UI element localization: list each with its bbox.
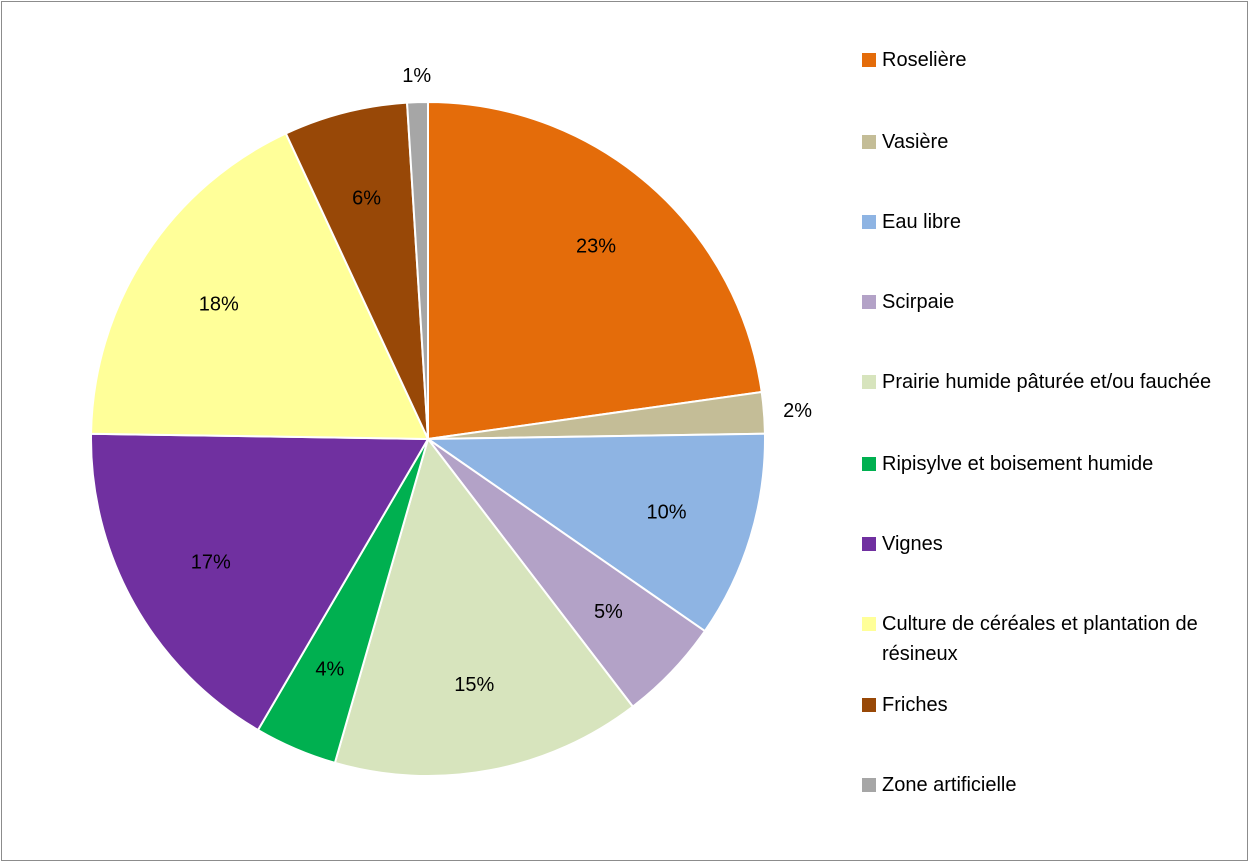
data-label-6: 17%	[191, 551, 231, 573]
legend-swatch-zone-artificielle	[862, 778, 876, 792]
legend-swatch-ripisylve	[862, 457, 876, 471]
data-label-4: 15%	[454, 674, 494, 696]
legend-swatch-culture-cereales	[862, 617, 876, 631]
data-label-8: 6%	[352, 187, 381, 209]
legend-label-ripisylve: Ripisylve et boisement humide	[882, 453, 1154, 475]
data-label-7: 18%	[199, 293, 239, 315]
legend-swatch-friches	[862, 698, 876, 712]
legend-swatch-eau-libre	[862, 215, 876, 229]
pie-slice-9	[405, 100, 429, 440]
legend-label-roseliere: Roselière	[882, 49, 967, 71]
legend-label-friches: Friches	[882, 694, 948, 716]
pie-slice-7	[90, 132, 430, 441]
legend-swatch-prairie-humide	[862, 375, 876, 389]
pie-slice-2	[424, 432, 766, 633]
legend-label-prairie-humide: Prairie humide pâturée et/ou fauchée	[882, 371, 1212, 393]
legend-swatch-scirpaie	[862, 295, 876, 309]
pie-slice-8	[284, 101, 429, 440]
legend-label-scirpaie: Scirpaie	[882, 291, 955, 313]
legend-swatch-roseliere	[862, 53, 876, 67]
pie-slice-0	[427, 100, 763, 441]
data-label-1: 2%	[783, 400, 812, 422]
pie-slice-6	[90, 432, 430, 732]
data-label-2: 10%	[647, 502, 687, 524]
data-label-0: 23%	[576, 236, 616, 258]
legend-label-zone-artificielle: Zone artificielle	[882, 774, 1017, 796]
legend-label-vignes: Vignes	[882, 533, 943, 555]
legend-label-eau-libre: Eau libre	[882, 211, 961, 233]
data-label-3: 5%	[594, 601, 623, 623]
legend-label-culture-cereales: Culture de céréales et plantation de rés…	[882, 613, 1198, 665]
legend-swatch-vasiere	[862, 135, 876, 149]
data-label-5: 4%	[315, 658, 344, 680]
legend-label-vasiere: Vasière	[882, 131, 949, 153]
legend-swatch-vignes	[862, 537, 876, 551]
data-label-9: 1%	[402, 65, 431, 87]
pie-slice-4	[333, 436, 635, 777]
